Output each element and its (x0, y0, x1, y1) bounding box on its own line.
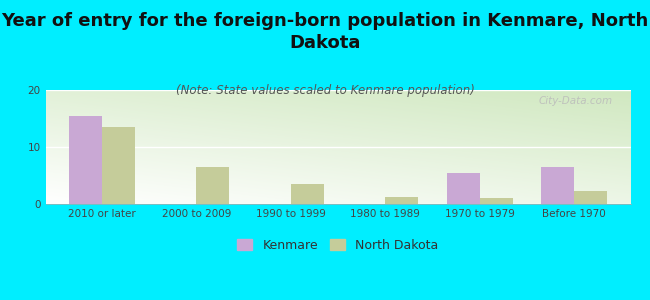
Bar (291, 184, 324, 204)
Bar (480, 198, 513, 204)
Bar (541, 167, 574, 204)
Bar (102, 127, 135, 204)
Legend: Kenmare, North Dakota: Kenmare, North Dakota (232, 234, 444, 257)
Bar (196, 167, 229, 204)
Text: Year of entry for the foreign-born population in Kenmare, North
Dakota: Year of entry for the foreign-born popul… (1, 12, 649, 52)
Bar (385, 197, 418, 204)
Bar (447, 173, 480, 204)
Bar (574, 191, 607, 204)
Text: City-Data.com: City-Data.com (539, 96, 613, 106)
Bar (69, 116, 102, 204)
Text: (Note: State values scaled to Kenmare population): (Note: State values scaled to Kenmare po… (176, 84, 474, 97)
